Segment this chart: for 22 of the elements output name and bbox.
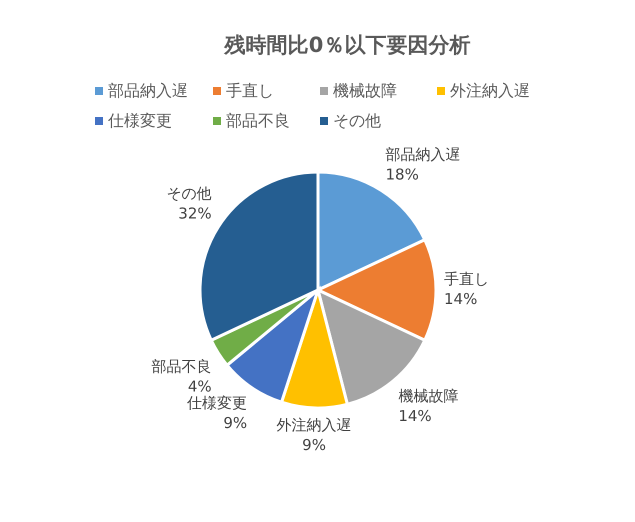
legend-label: その他 [333,111,381,130]
data-label: 14% [398,407,432,426]
slice-label: 外注納入遅 [276,416,352,434]
slice-label: 仕様変更 [186,394,248,412]
slice-label: 手直し [444,270,489,288]
slice-label: その他 [166,184,212,202]
legend-label: 外注納入遅 [450,81,530,100]
slice-label: 部品不良 [152,358,212,376]
slice-label: 部品納入遅 [386,146,461,164]
legend-label: 仕様変更 [107,111,172,130]
legend-label: 部品納入遅 [108,81,188,100]
data-label: 18% [386,166,419,184]
legend-label: 機械故障 [333,81,397,100]
data-label: 14% [444,290,478,308]
data-label: 9% [223,414,248,432]
slice-label: 機械故障 [398,387,458,406]
data-label: 32% [178,204,212,222]
data-label: 9% [302,436,326,454]
legend-label: 部品不良 [226,111,290,130]
data-label: 4% [188,378,212,396]
legend-label: 手直し [226,81,274,100]
chart-title: 残時間比0％以下要因分析 [224,33,470,57]
